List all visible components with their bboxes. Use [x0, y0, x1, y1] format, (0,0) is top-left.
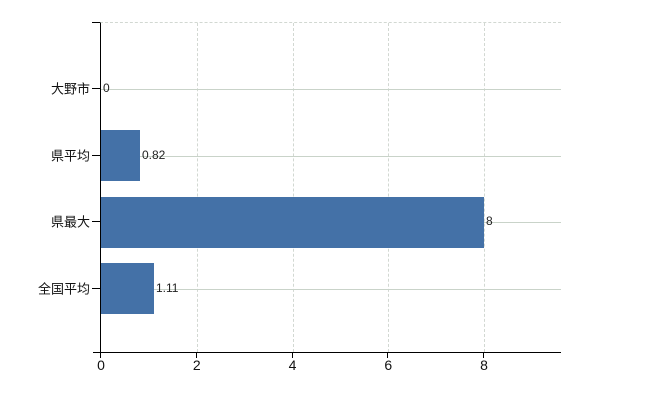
x-axis-tick	[387, 353, 389, 358]
vertical-gridline	[484, 23, 485, 352]
vertical-gridline	[388, 23, 390, 352]
value-label: 8	[486, 214, 493, 228]
x-axis-tick-label: 4	[288, 357, 297, 373]
x-axis-tick-label: 6	[384, 357, 393, 373]
vertical-gridline	[196, 23, 198, 352]
category-label: 県平均	[50, 148, 90, 163]
x-axis-tick	[195, 353, 197, 358]
value-label: 0.82	[142, 147, 166, 162]
x-axis-tick	[100, 353, 101, 358]
y-axis-tick	[92, 88, 100, 89]
x-axis-tick-label: 8	[480, 357, 488, 373]
y-axis-tick	[92, 154, 100, 156]
plot-area	[100, 22, 561, 352]
bar	[101, 196, 484, 248]
y-axis-tick	[92, 287, 100, 289]
value-label: 0	[103, 81, 110, 95]
x-axis-tick-label: 2	[192, 357, 201, 373]
category-label: 県最大	[50, 214, 90, 230]
y-axis-tick	[92, 221, 100, 222]
x-axis	[93, 352, 561, 353]
bar	[101, 130, 140, 181]
x-axis-tick-label: 0	[97, 357, 105, 373]
value-label: 1.11	[156, 280, 179, 295]
horizontal-gridline	[101, 288, 561, 290]
horizontal-gridline	[101, 155, 561, 157]
category-label: 全国平均	[37, 281, 90, 296]
vertical-gridline	[292, 23, 294, 352]
category-label: 大野市	[50, 81, 90, 97]
y-axis-top-tick	[92, 22, 100, 23]
bar	[101, 263, 154, 314]
x-axis-tick	[291, 353, 293, 358]
x-axis-tick	[483, 353, 484, 358]
horizontal-gridline	[101, 89, 561, 90]
